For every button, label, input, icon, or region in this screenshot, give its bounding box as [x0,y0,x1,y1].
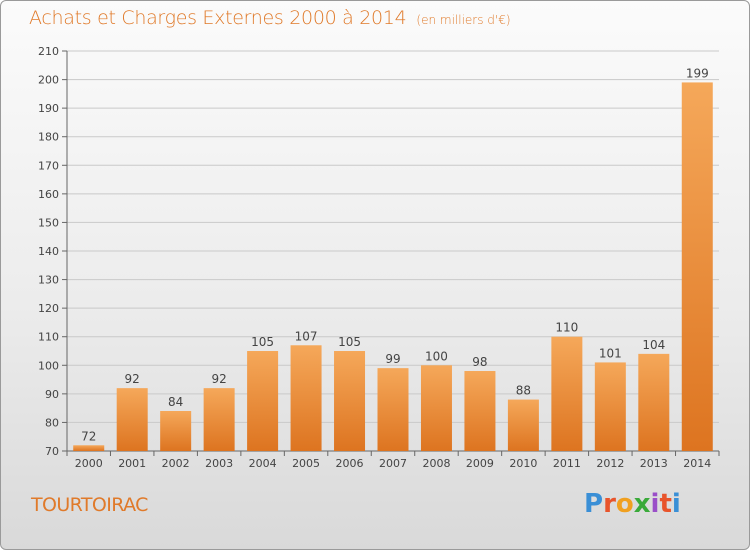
logo-letter: t [659,489,672,519]
x-tick-label-2012: 2012 [596,457,624,470]
y-tick-label: 190 [38,102,59,115]
x-tick-label-2006: 2006 [336,457,364,470]
x-tick-label-2013: 2013 [640,457,668,470]
chart-title-text: Achats et Charges Externes 2000 à 2014 [29,7,407,29]
bar-2003[interactable] [203,388,235,451]
logo-letter: i [671,489,681,519]
value-label-2013: 104 [642,338,665,352]
bar-2013[interactable] [638,353,670,451]
x-tick-label-2002: 2002 [162,457,190,470]
logo-letter: o [615,489,634,519]
value-label-2005: 107 [295,329,318,343]
x-tick-label-2007: 2007 [379,457,407,470]
bar-2002[interactable] [160,411,192,451]
bar-2011[interactable] [551,336,583,451]
x-tick-label-2005: 2005 [292,457,320,470]
value-label-2011: 110 [555,321,578,335]
value-label-2007: 99 [385,352,400,366]
logo-letter: i [650,489,660,519]
bar-2010[interactable] [507,399,539,451]
y-tick-label: 140 [38,245,59,258]
bar-2006[interactable] [334,351,366,451]
y-tick-label: 160 [38,188,59,201]
value-label-2004: 105 [251,335,274,349]
y-tick-label: 170 [38,159,59,172]
value-label-2002: 84 [168,395,183,409]
bar-2009[interactable] [464,371,496,451]
y-tick-label: 90 [45,388,59,401]
y-tick-label: 120 [38,302,59,315]
y-tick-label: 150 [38,216,59,229]
chart-title: Achats et Charges Externes 2000 à 2014 (e… [29,7,511,29]
x-tick-label-2014: 2014 [683,457,711,470]
value-label-2003: 92 [211,372,226,386]
bar-2007[interactable] [377,368,409,451]
x-tick-label-2009: 2009 [466,457,494,470]
value-label-2014: 199 [686,66,709,80]
value-label-2010: 88 [516,384,531,398]
y-tick-label: 200 [38,74,59,87]
x-tick-label-2004: 2004 [249,457,277,470]
commune-name: TOURTOIRAC [31,494,148,516]
logo-letter: P [584,489,604,519]
value-label-2012: 101 [599,346,622,360]
value-label-2001: 92 [125,372,140,386]
bar-2001[interactable] [116,388,148,451]
bar-2005[interactable] [290,345,322,451]
value-label-2006: 105 [338,335,361,349]
bar-2004[interactable] [247,351,279,451]
y-tick-label: 210 [38,45,59,58]
logo-letter: x [633,489,651,519]
bar-2014[interactable] [681,82,713,451]
y-tick-label: 80 [45,416,59,429]
y-tick-label: 110 [38,331,59,344]
chart-unit-label: (en milliers d'€) [416,13,511,27]
bars [73,82,713,451]
logo-letter: r [603,489,616,519]
y-tick-label: 70 [45,445,59,458]
value-label-2000: 72 [81,429,96,443]
value-label-2009: 98 [472,355,487,369]
x-tick-label-2008: 2008 [422,457,450,470]
y-tick-label: 180 [38,131,59,144]
y-tick-label: 100 [38,359,59,372]
labels: 7080901001101201301401501601701801902002… [38,45,711,470]
bar-2012[interactable] [594,362,626,451]
x-tick-label-2003: 2003 [205,457,233,470]
x-tick-label-2001: 2001 [118,457,146,470]
x-tick-label-2000: 2000 [75,457,103,470]
y-tick-label: 130 [38,274,59,287]
bar-2008[interactable] [420,365,452,451]
x-tick-label-2010: 2010 [509,457,537,470]
proxiti-logo[interactable]: Proxiti [584,489,681,519]
x-tick-label-2011: 2011 [553,457,581,470]
bar-2000[interactable] [73,445,105,451]
value-label-2008: 100 [425,349,448,363]
